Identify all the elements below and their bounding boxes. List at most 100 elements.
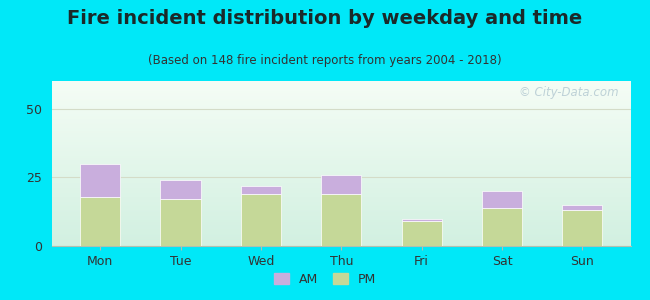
Bar (52, 237, 630, 238)
Bar (52, 201, 630, 202)
Bar (321, 175, 361, 194)
Bar (52, 159, 630, 160)
Bar (52, 88, 630, 89)
Bar (52, 218, 630, 219)
Bar (52, 169, 630, 170)
Bar (52, 222, 630, 223)
Bar (52, 198, 630, 199)
Bar (52, 104, 630, 105)
Bar (52, 102, 630, 103)
Bar (52, 122, 630, 123)
Bar (52, 232, 630, 233)
Bar (52, 203, 630, 204)
Bar (52, 230, 630, 231)
Bar (161, 180, 201, 199)
Bar (52, 147, 630, 148)
Bar (52, 214, 630, 215)
Bar (52, 133, 630, 134)
Legend: AM, PM: AM, PM (268, 268, 382, 291)
Bar (52, 171, 630, 172)
Bar (52, 245, 630, 246)
Bar (52, 132, 630, 133)
Bar (52, 112, 630, 113)
Bar (52, 140, 630, 141)
Bar (52, 184, 630, 185)
Bar (52, 87, 630, 88)
Bar (52, 163, 630, 164)
Bar (52, 238, 630, 239)
Bar (52, 180, 630, 181)
Bar (562, 210, 603, 246)
Bar (52, 190, 630, 191)
Bar (52, 116, 630, 117)
Bar (52, 240, 630, 241)
Bar (52, 172, 630, 173)
Bar (52, 101, 630, 102)
Bar (52, 89, 630, 90)
Bar (52, 234, 630, 235)
Bar (52, 202, 630, 203)
Bar (52, 168, 630, 169)
Bar (52, 217, 630, 218)
Bar (52, 120, 630, 121)
Bar (52, 160, 630, 161)
Bar (52, 107, 630, 108)
Bar (52, 153, 630, 154)
Bar (80, 164, 120, 196)
Bar (52, 127, 630, 128)
Bar (52, 111, 630, 112)
Bar (161, 199, 201, 246)
Bar (52, 97, 630, 98)
Bar (52, 130, 630, 131)
Bar (52, 138, 630, 139)
Bar (52, 221, 630, 222)
Bar (52, 98, 630, 99)
Bar (52, 165, 630, 166)
Bar (402, 221, 442, 246)
Bar (52, 105, 630, 106)
Bar (52, 94, 630, 95)
Bar (52, 99, 630, 100)
Bar (52, 113, 630, 114)
Bar (52, 189, 630, 190)
Bar (52, 197, 630, 198)
Bar (52, 208, 630, 209)
Bar (52, 231, 630, 232)
Bar (52, 177, 630, 178)
Bar (52, 93, 630, 94)
Bar (52, 157, 630, 158)
Bar (52, 174, 630, 175)
Bar (52, 123, 630, 124)
Bar (52, 207, 630, 208)
Bar (52, 242, 630, 243)
Bar (52, 223, 630, 224)
Bar (52, 213, 630, 214)
Bar (52, 137, 630, 138)
Bar (52, 146, 630, 147)
Bar (52, 183, 630, 184)
Bar (52, 131, 630, 132)
Bar (52, 196, 630, 197)
Bar (52, 155, 630, 156)
Bar (52, 182, 630, 183)
Bar (52, 154, 630, 155)
Bar (52, 103, 630, 104)
Bar (52, 129, 630, 130)
Bar (52, 83, 630, 84)
Bar (52, 118, 630, 119)
Bar (52, 219, 630, 220)
Bar (52, 128, 630, 129)
Bar (52, 166, 630, 167)
Bar (52, 181, 630, 182)
Bar (52, 144, 630, 145)
Bar (52, 82, 630, 83)
Bar (482, 208, 522, 246)
Text: Fire incident distribution by weekday and time: Fire incident distribution by weekday an… (68, 9, 582, 28)
Bar (52, 90, 630, 91)
Bar (52, 117, 630, 118)
Bar (52, 216, 630, 217)
Bar (52, 227, 630, 228)
Bar (52, 141, 630, 142)
Bar (52, 195, 630, 196)
Bar (52, 176, 630, 177)
